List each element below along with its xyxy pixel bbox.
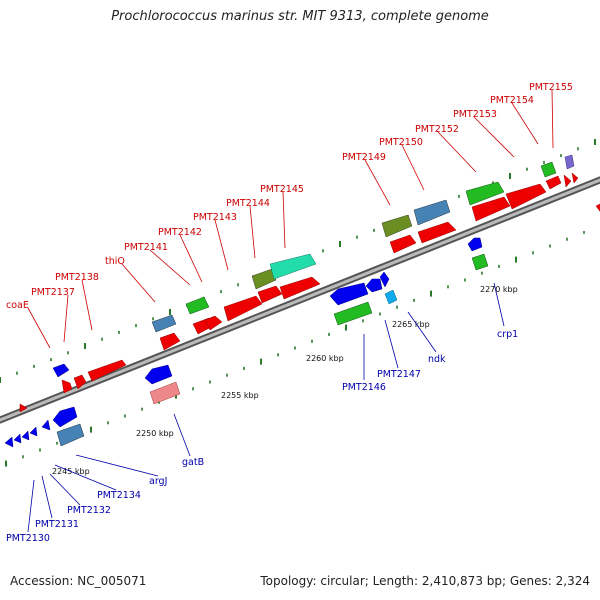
gene-arrow (333, 301, 373, 326)
gene-label: PMT2141 (124, 242, 168, 253)
gene-arrow (204, 315, 223, 331)
gene-arrow (269, 253, 317, 280)
gene-arrow (365, 278, 383, 293)
gene-arrow (545, 175, 562, 190)
gene-arrow (540, 161, 557, 178)
reverse-strand-genes (4, 203, 600, 448)
scale-tick-label: 2250 kbp (136, 429, 174, 438)
gene-label: coaE (6, 300, 29, 311)
scale-tick-label: 2260 kbp (306, 354, 344, 363)
gene-label: thiO (105, 256, 125, 267)
gene-arrow (87, 359, 127, 382)
gene-arrow (29, 426, 38, 437)
gene-arrow (144, 364, 173, 385)
gene-arrow (21, 430, 30, 441)
gene-arrow (417, 221, 457, 244)
gene-label: PMT2130 (6, 533, 50, 544)
gene-label: PMT2146 (342, 382, 386, 393)
scale-tick-label: 2270 kbp (480, 285, 518, 294)
gene-arrow (379, 271, 390, 288)
gene-arrow (19, 403, 28, 413)
scale-tick-label: 2255 kbp (221, 391, 259, 400)
gene-arrow (389, 234, 417, 254)
gene-label: PMT2134 (97, 490, 141, 501)
gene-label: PMT2152 (415, 124, 459, 135)
gene-label: PMT2153 (453, 109, 497, 120)
gene-label: gatB (182, 457, 204, 468)
gene-arrow (257, 285, 283, 304)
gene-arrow (564, 154, 575, 170)
reverse-label-leaders (27, 282, 505, 533)
gene-label: crp1 (497, 329, 518, 340)
gene-label: PMT2149 (342, 152, 386, 163)
gene-label: PMT2144 (226, 198, 270, 209)
scale-labels: 2245 kbp 2250 kbp 2255 kbp 2260 kbp 2265… (52, 285, 518, 476)
scale-tick-label: 2265 kbp (392, 320, 430, 329)
gene-label: PMT2132 (67, 505, 111, 516)
gene-arrow (329, 282, 369, 306)
forward-label-leaders (27, 89, 554, 349)
reverse-labels: PMT2130 PMT2131 PMT2132 PMT2134 argJ gat… (6, 329, 518, 544)
gene-arrow (471, 196, 511, 222)
gene-label: PMT2131 (35, 519, 79, 530)
gene-arrow (465, 181, 505, 206)
gene-arrow (56, 423, 85, 447)
genome-backbone (0, 176, 600, 424)
gene-arrow (159, 332, 181, 351)
gene-arrow (279, 276, 321, 300)
gene-arrow (185, 296, 210, 315)
map-title: Prochlorococcus marinus str. MIT 9313, c… (111, 9, 489, 24)
gene-arrow (61, 379, 73, 394)
gene-arrow (151, 314, 177, 333)
forward-labels: coaE PMT2137 PMT2138 thiO PMT2141 PMT214… (6, 82, 573, 311)
gene-label: PMT2137 (31, 287, 75, 298)
gene-arrow (381, 214, 413, 238)
gene-arrow (384, 289, 398, 305)
gene-label: PMT2138 (55, 272, 99, 283)
gene-label: ndk (428, 354, 446, 365)
accession-text: Accession: NC_005071 (10, 574, 147, 588)
gene-arrow (251, 268, 277, 290)
gene-arrow (73, 374, 87, 390)
gene-arrow (563, 174, 572, 188)
gene-arrow (4, 436, 14, 448)
forward-strand-genes (19, 154, 579, 413)
gene-label: PMT2147 (377, 369, 421, 380)
gene-label: PMT2143 (193, 212, 237, 223)
gene-label: PMT2154 (490, 95, 534, 106)
gene-arrow (149, 381, 181, 405)
gene-arrow (471, 253, 489, 271)
gene-arrow (223, 295, 263, 322)
gene-arrow (413, 199, 451, 226)
genome-summary-text: Topology: circular; Length: 2,410,873 bp… (260, 574, 590, 588)
gene-arrow (595, 203, 600, 212)
gene-label: PMT2150 (379, 137, 423, 148)
gene-label: PMT2145 (260, 184, 304, 195)
gene-arrow (52, 406, 78, 428)
gene-arrow (41, 419, 51, 431)
gene-label: argJ (149, 476, 167, 487)
gene-arrow (52, 363, 70, 378)
gene-arrow (467, 237, 483, 252)
gene-arrow (13, 433, 22, 444)
gene-arrow (505, 183, 547, 210)
gene-label: PMT2155 (529, 82, 573, 93)
gene-arrow (571, 172, 579, 184)
gene-label: PMT2142 (158, 227, 202, 238)
